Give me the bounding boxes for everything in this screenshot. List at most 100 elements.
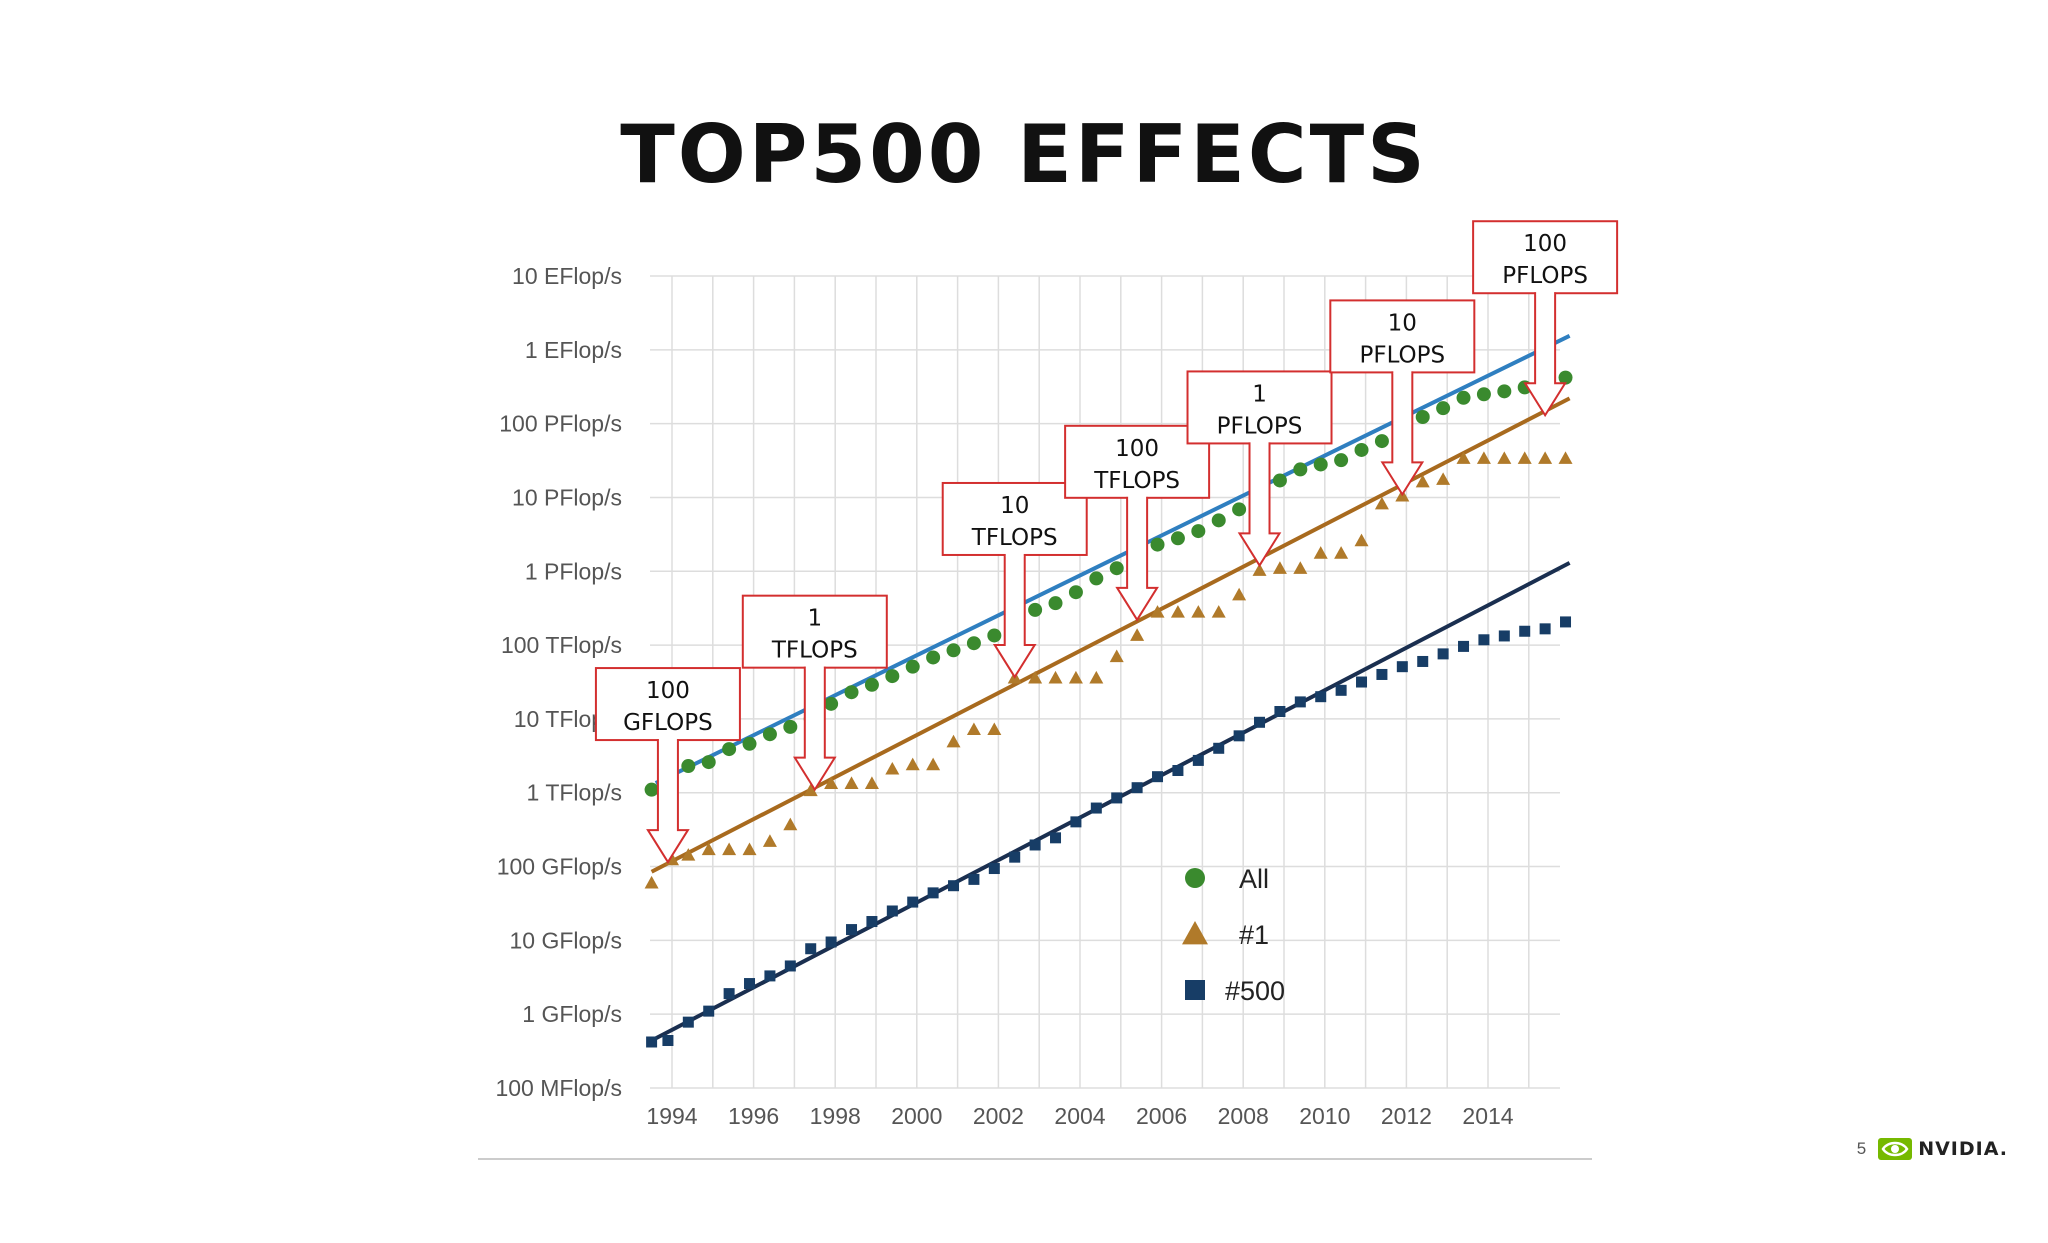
callout-seam [658, 738, 677, 742]
legend-marker-all [1185, 868, 1205, 888]
callout-seam [1005, 553, 1024, 557]
point-all [844, 685, 859, 700]
trend-line-last [650, 561, 1571, 1043]
point-last [1356, 676, 1368, 688]
point-first [987, 722, 1002, 736]
point-last [1213, 742, 1225, 754]
point-first [844, 776, 859, 789]
point-last [805, 943, 817, 955]
callout-box [741, 594, 888, 669]
point-first [644, 875, 659, 889]
point-all [1068, 585, 1083, 600]
point-all [644, 782, 659, 797]
point-last [1498, 630, 1510, 642]
point-all [905, 659, 920, 674]
point-first [1252, 563, 1267, 576]
callout-arrow [646, 739, 690, 864]
x-tick-label: 2004 [1054, 1103, 1105, 1129]
legend-marker-first [1182, 921, 1208, 945]
x-tick-label: 1998 [810, 1103, 861, 1129]
point-last [866, 916, 878, 928]
point-last [1192, 754, 1204, 766]
callout-100-tflops: 100 TFLOPS [1064, 424, 1211, 622]
point-first [701, 842, 716, 856]
point-last [1131, 782, 1143, 794]
callout-label: 1 [1252, 381, 1267, 407]
point-all [1089, 571, 1104, 586]
y-tick-label: 100 GFlop/s [497, 854, 622, 880]
brand-logo: NVIDIA. [1878, 1138, 2008, 1160]
point-all [722, 742, 737, 757]
callout-label: 100 [1523, 231, 1567, 257]
point-first [1028, 670, 1043, 684]
point-last [988, 863, 1000, 875]
point-last [1437, 648, 1449, 660]
point-last [1519, 625, 1531, 637]
point-first [762, 834, 777, 847]
point-last [1111, 792, 1123, 804]
point-last [723, 988, 735, 1000]
callout-arrow [792, 666, 837, 792]
point-first [1476, 451, 1491, 464]
point-last [907, 896, 919, 908]
point-first [1232, 587, 1247, 601]
point-last [1396, 661, 1408, 673]
point-last [1315, 691, 1327, 703]
chart-legend: All #1 #500 [1182, 864, 1285, 1006]
point-first [1538, 451, 1553, 464]
point-last [846, 924, 858, 936]
point-first [1558, 451, 1573, 464]
point-last [1090, 802, 1102, 814]
point-all [1048, 596, 1063, 611]
x-tick-label: 1994 [646, 1103, 697, 1129]
y-tick-label: 100 TFlop/s [501, 632, 622, 658]
point-last [1070, 816, 1082, 828]
y-tick-label: 1 TFlop/s [527, 780, 622, 806]
brand-wordmark: NVIDIA. [1918, 1138, 2008, 1160]
point-last [744, 978, 756, 990]
callout-label: TFLOPS [1093, 468, 1180, 494]
point-last [703, 1005, 715, 1017]
callout-label: 100 [1115, 436, 1159, 462]
point-all [1354, 442, 1369, 457]
point-all [987, 628, 1002, 643]
callout-label: 100 [646, 678, 690, 704]
callout-arrow [992, 553, 1037, 679]
legend-label-first: #1 [1239, 920, 1269, 950]
point-first [1170, 605, 1185, 618]
point-first [1048, 670, 1063, 684]
point-last [1009, 851, 1021, 863]
point-last [886, 905, 898, 917]
x-tick-label: 2012 [1381, 1103, 1432, 1129]
point-first [1517, 451, 1532, 464]
callout-10-tflops: 10 TFLOPS [941, 481, 1088, 679]
point-all [1558, 370, 1573, 385]
point-all [762, 727, 777, 742]
callout-label: PFLOPS [1502, 263, 1588, 289]
callout-1-pflops: 1 PFLOPS [1186, 370, 1333, 568]
point-last [1539, 623, 1551, 635]
nvidia-eye-icon [1878, 1138, 1913, 1160]
point-first [1130, 628, 1145, 641]
point-first [1068, 670, 1083, 684]
callout-box [941, 481, 1088, 556]
point-first [1497, 451, 1512, 464]
page-number: 5 [1856, 1139, 1867, 1158]
point-all [864, 677, 879, 692]
point-first [803, 783, 818, 797]
legend-label-last: #500 [1225, 976, 1285, 1006]
point-first [783, 817, 798, 831]
legend-marker-last [1185, 980, 1205, 1000]
point-last [968, 873, 980, 885]
x-tick-label: 2014 [1462, 1103, 1513, 1129]
callout-seam [1250, 441, 1269, 445]
callout-seam [1128, 496, 1147, 500]
point-last [1458, 640, 1470, 652]
point-all [1272, 473, 1287, 488]
point-first [905, 757, 920, 771]
point-all [681, 759, 696, 774]
point-all [1476, 387, 1491, 402]
point-first [946, 734, 961, 748]
point-last [1029, 839, 1041, 851]
x-tick-label: 2010 [1299, 1103, 1350, 1129]
